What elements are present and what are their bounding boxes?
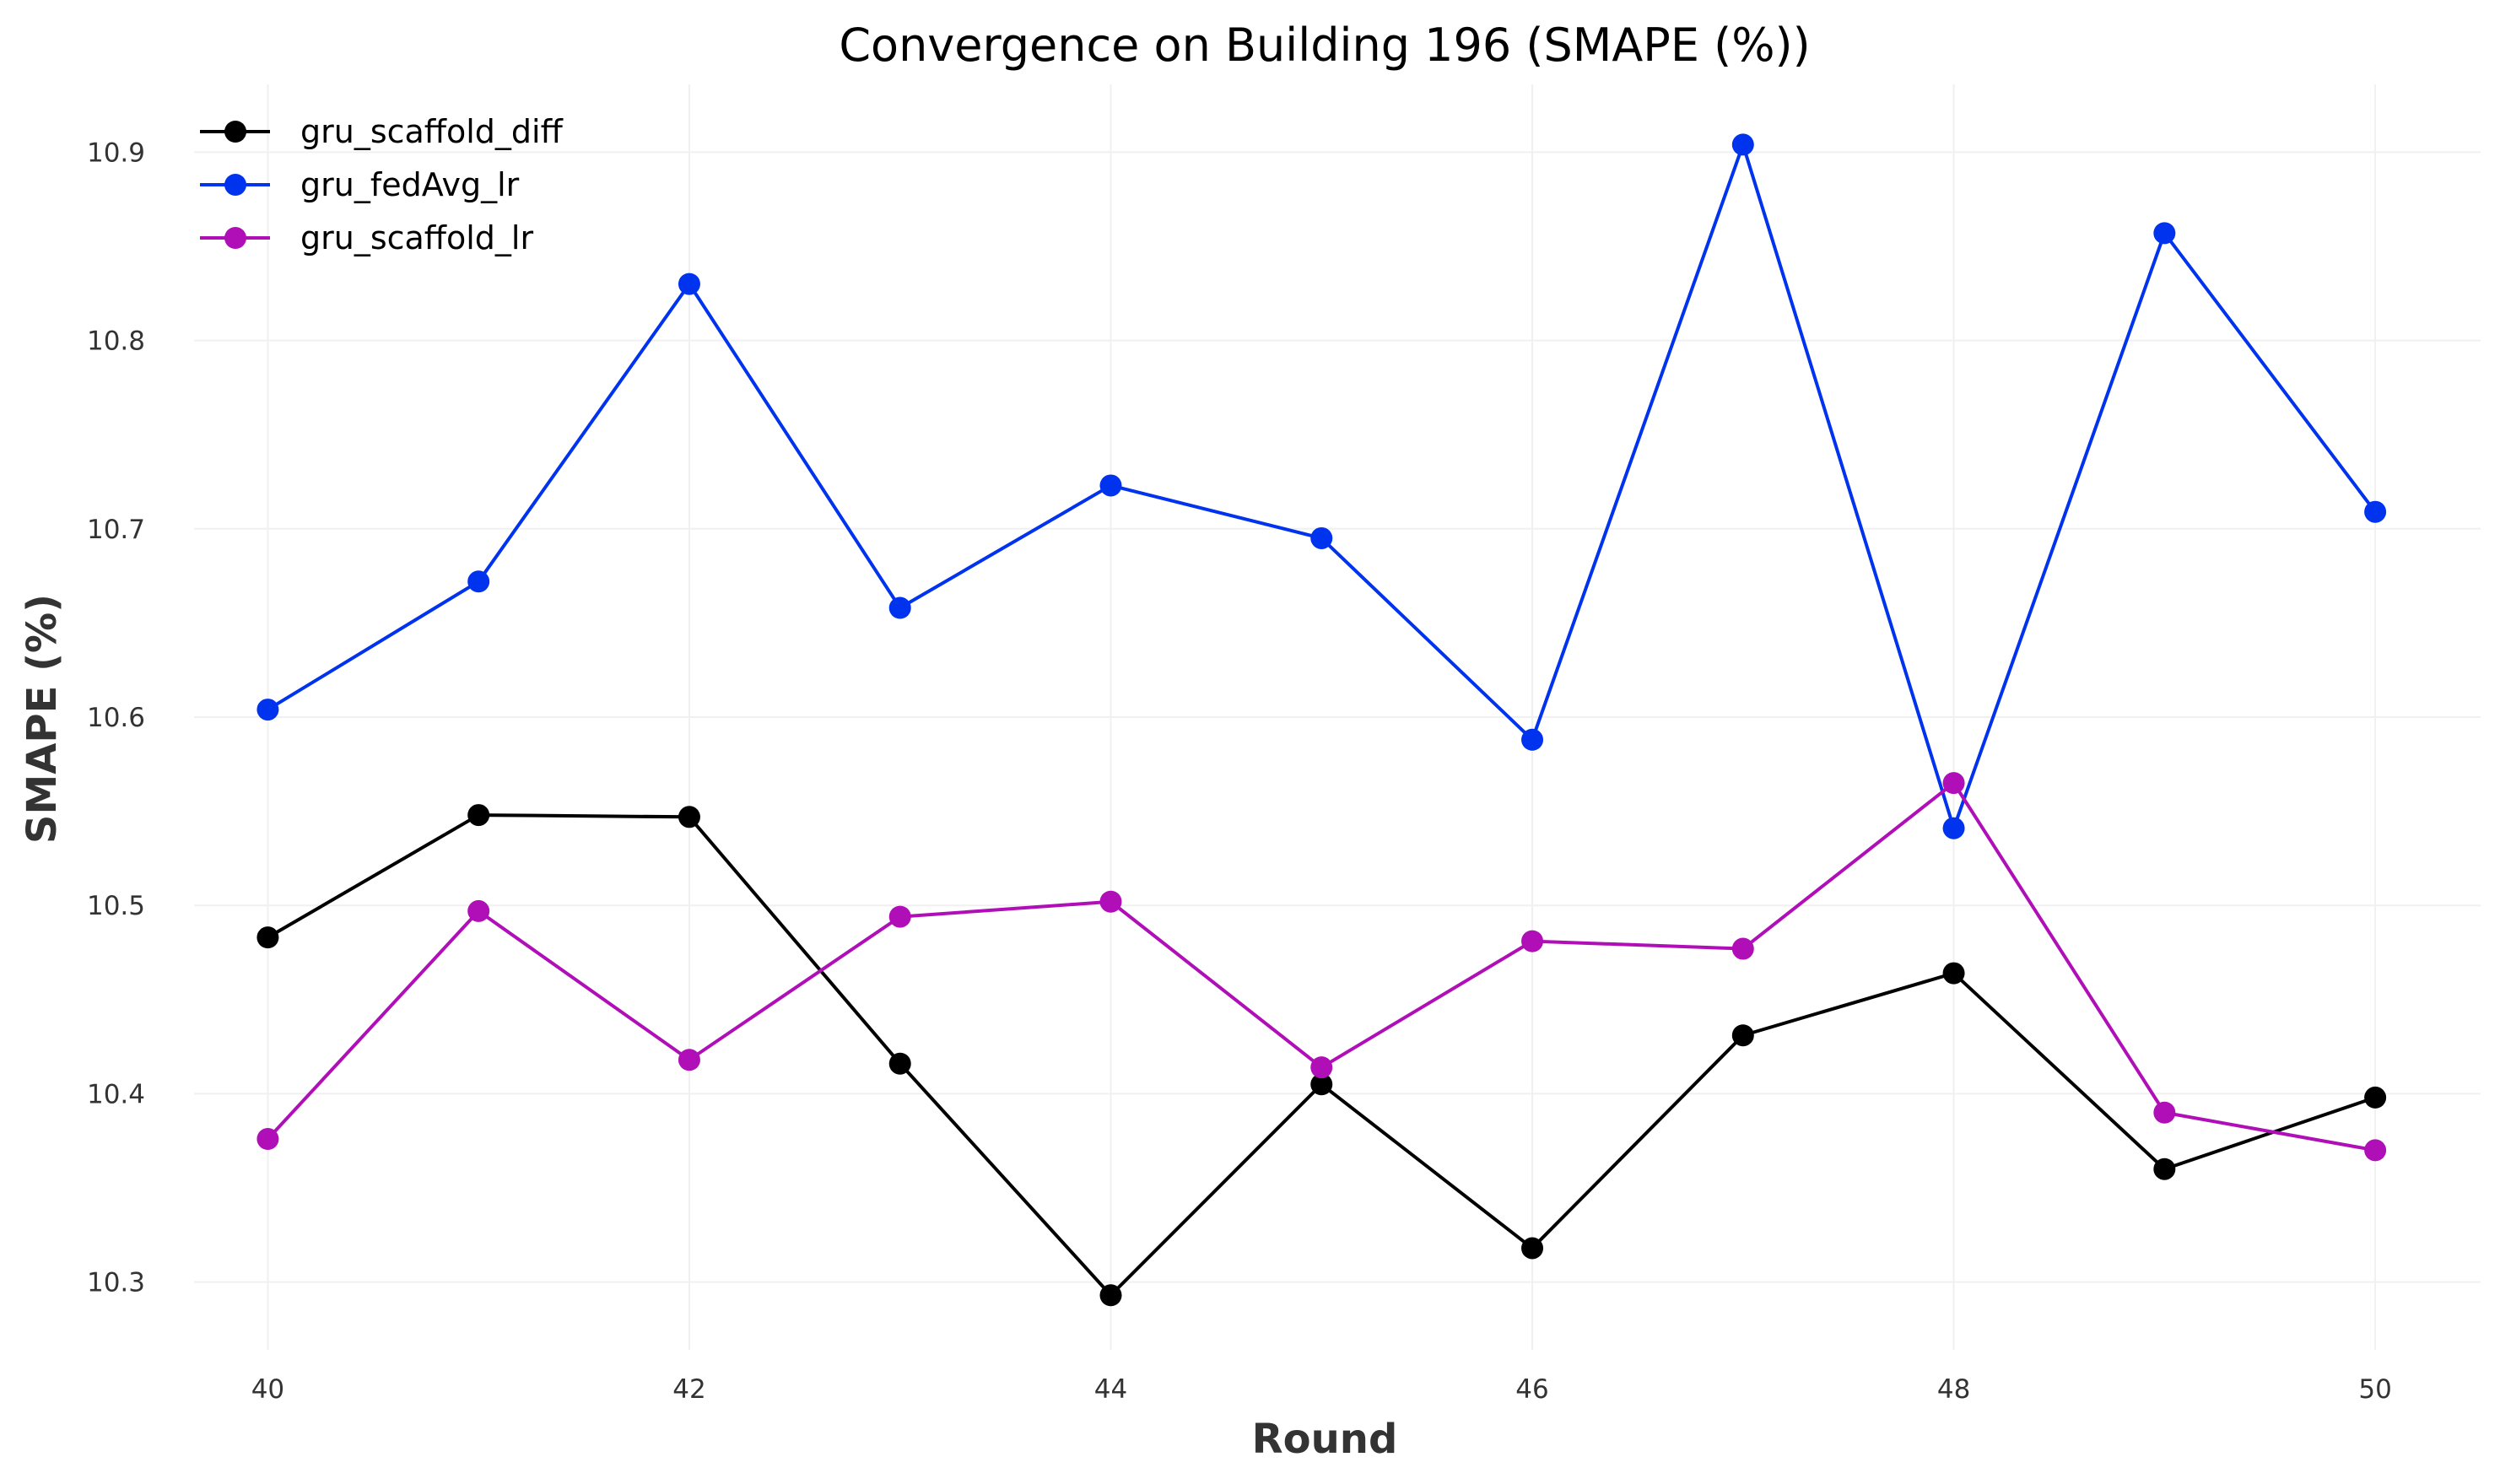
data-point — [256, 699, 279, 721]
chart-title: Convergence on Building 196 (SMAPE (%)) — [839, 19, 1810, 72]
data-point — [1942, 817, 1965, 839]
legend-label: gru_fedAvg_lr — [300, 166, 520, 203]
legend: gru_scaffold_diff gru_fedAvg_lr gru_scaffo… — [200, 113, 564, 256]
data-point — [678, 1049, 700, 1071]
data-point — [1099, 474, 1122, 497]
data-point — [888, 596, 911, 619]
data-point — [2153, 222, 2176, 245]
y-axis-label: SMAPE (%) — [19, 594, 66, 844]
y-tick-label: 10.9 — [87, 138, 145, 168]
y-tick-label: 10.7 — [87, 515, 145, 545]
y-tick-label: 10.3 — [87, 1268, 145, 1298]
data-point — [1731, 1024, 1754, 1047]
data-point — [1099, 890, 1122, 913]
data-point — [1310, 1056, 1333, 1079]
data-point — [678, 806, 700, 828]
data-point — [1310, 1073, 1333, 1096]
data-point — [467, 570, 490, 593]
data-point — [2364, 1139, 2387, 1162]
data-point — [1731, 133, 1754, 156]
data-point — [2153, 1158, 2176, 1180]
data-point — [2153, 1101, 2176, 1124]
y-tick-label: 10.4 — [87, 1079, 145, 1109]
data-point — [1942, 772, 1965, 795]
x-tick-label: 40 — [251, 1374, 284, 1405]
x-tick-label: 50 — [2358, 1374, 2391, 1405]
series-group — [256, 133, 2387, 1307]
data-point — [2364, 1086, 2387, 1109]
data-point — [1310, 526, 1333, 549]
data-point — [1099, 1284, 1122, 1307]
data-point — [888, 1052, 911, 1075]
y-tick-label: 10.8 — [87, 326, 145, 357]
x-tick-label: 48 — [1937, 1374, 1970, 1405]
data-point — [2364, 500, 2387, 523]
data-point — [1942, 962, 1965, 985]
x-tick-label: 46 — [1515, 1374, 1548, 1405]
x-tick-label: 44 — [1094, 1374, 1127, 1405]
data-point — [678, 273, 700, 295]
data-point — [1521, 930, 1544, 952]
legend-item: gru_fedAvg_lr — [200, 166, 520, 203]
data-point — [1521, 1237, 1544, 1260]
data-point — [467, 899, 490, 922]
series-gru_fedAvg_lr — [256, 133, 2387, 839]
data-point — [256, 926, 279, 949]
legend-label: gru_scaffold_lr — [300, 219, 533, 256]
data-point — [888, 905, 911, 928]
data-point — [256, 1128, 279, 1150]
data-point — [1731, 937, 1754, 960]
data-point — [467, 804, 490, 827]
legend-marker — [224, 227, 246, 249]
y-tick-label: 10.5 — [87, 891, 145, 921]
data-point — [1521, 728, 1544, 751]
legend-item: gru_scaffold_lr — [200, 219, 533, 256]
series-gru_scaffold_diff — [256, 804, 2387, 1307]
series-gru_scaffold_lr — [256, 772, 2387, 1162]
grid — [194, 84, 2481, 1350]
legend-label: gru_scaffold_diff — [300, 113, 564, 150]
y-tick-label: 10.6 — [87, 703, 145, 733]
x-axis-ticks: 40 42 44 46 48 50 — [251, 1374, 2392, 1405]
y-axis-ticks: 10.3 10.4 10.5 10.6 10.7 10.8 10.9 — [87, 138, 145, 1298]
legend-marker — [224, 121, 246, 143]
legend-item: gru_scaffold_diff — [200, 113, 564, 150]
x-tick-label: 42 — [672, 1374, 705, 1405]
legend-marker — [224, 174, 246, 196]
x-axis-label: Round — [1252, 1416, 1398, 1463]
